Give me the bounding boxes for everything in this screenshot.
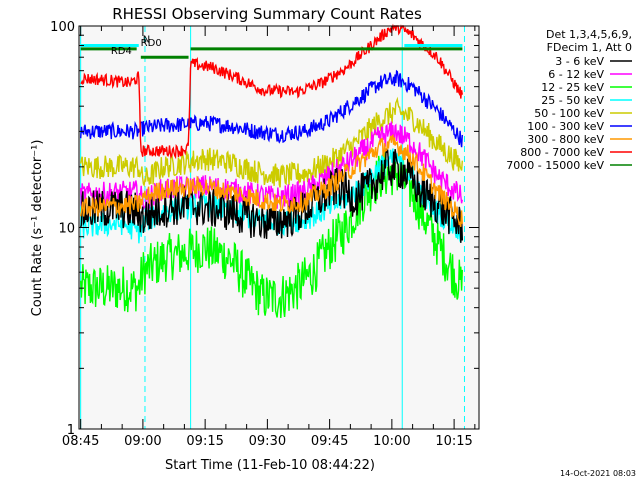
legend-label: 300 - 800 keV: [527, 133, 604, 146]
legend-label: 50 - 100 keV: [534, 107, 604, 120]
x-tick-label: 09:00: [124, 434, 161, 449]
legend-header-2: FDecim 1, Att 0: [547, 41, 632, 54]
legend-label: 3 - 6 keV: [555, 55, 604, 68]
segment-label-rd4: RD4: [111, 46, 132, 57]
chart-title: RHESSI Observing Summary Count Rates: [112, 5, 422, 23]
legend-label: 800 - 7000 keV: [520, 146, 604, 159]
x-tick-label: 08:45: [62, 434, 99, 449]
series-line-50-100kev: [80, 96, 463, 188]
y-tick-label: 10: [58, 222, 75, 237]
series-line-100-300kev: [80, 69, 463, 148]
legend-label: 6 - 12 keV: [548, 68, 604, 81]
legend-label: 7000 - 15000 keV: [506, 159, 604, 172]
y-tick-label: 1: [67, 423, 75, 438]
x-tick-label: 09:45: [311, 434, 348, 449]
x-tick-label: 10:15: [435, 434, 472, 449]
y-axis-label: Count Rate (s⁻¹ detector⁻¹): [30, 140, 45, 317]
x-axis-label: Start Time (11-Feb-10 08:44:22): [165, 458, 375, 473]
x-tick-label: 10:00: [373, 434, 410, 449]
series-line-6-12kev: [80, 121, 463, 211]
series-line-800-7000kev: [80, 23, 463, 160]
y-tick-label: 100: [50, 20, 75, 35]
legend-label: 12 - 25 keV: [541, 81, 604, 94]
series-line-300-800kev: [80, 133, 463, 227]
y-axis: 1 10 100: [50, 20, 479, 438]
x-tick-label: 09:15: [186, 434, 223, 449]
footer-date: 14-Oct-2021 08:03: [560, 469, 636, 478]
legend-label: 100 - 300 keV: [527, 120, 604, 133]
legend-header-1: Det 1,3,4,5,6,9,: [546, 28, 632, 41]
series-group: [80, 23, 463, 319]
x-axis: 08:45 09:00 09:15 09:30 09:45 10:00 10:15: [62, 26, 476, 449]
x-tick-label: 09:30: [249, 434, 286, 449]
segment-label-rd0: RD0: [141, 38, 162, 49]
legend-label: 25 - 50 keV: [541, 94, 604, 107]
legend: Det 1,3,4,5,6,9, FDecim 1, Att 0 3 - 6 k…: [506, 28, 632, 172]
series-line-3-6kev: [80, 148, 463, 243]
segment-label-n: N: [143, 35, 150, 46]
